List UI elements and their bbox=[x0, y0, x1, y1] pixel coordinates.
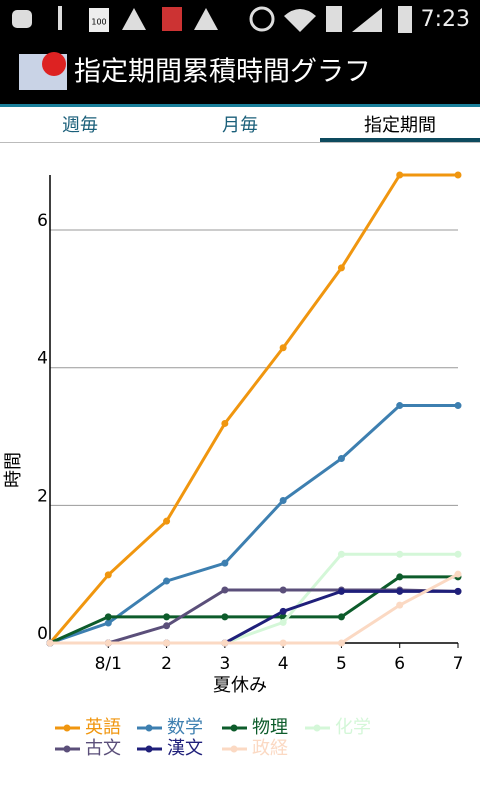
battery-icon bbox=[398, 6, 412, 33]
series-line bbox=[48, 173, 458, 644]
app-title: 指定期間累積時間グラフ bbox=[74, 57, 371, 88]
battery-small bbox=[89, 8, 109, 32]
tab-selected[interactable]: 指定期間 bbox=[364, 115, 436, 136]
legend-label: 数学 bbox=[167, 717, 203, 738]
x-tick-label: 8/1 bbox=[95, 654, 122, 674]
data-point bbox=[454, 402, 462, 410]
legend-label: 漢文 bbox=[167, 738, 203, 759]
data-point bbox=[163, 622, 171, 630]
x-tick-label: 7 bbox=[453, 654, 464, 674]
data-point bbox=[396, 587, 404, 595]
android-icon bbox=[12, 10, 32, 28]
alarm-icon bbox=[249, 6, 275, 32]
x-tick-label: 6 bbox=[394, 654, 405, 674]
data-point bbox=[104, 639, 112, 647]
legend-label: 英語 bbox=[85, 717, 121, 738]
data-point bbox=[163, 517, 171, 525]
tab-divider bbox=[0, 142, 480, 143]
data-point bbox=[454, 171, 462, 179]
data-point bbox=[279, 618, 287, 626]
legend-dot bbox=[63, 724, 71, 732]
data-point bbox=[46, 639, 54, 647]
legend-label: 化学 bbox=[335, 717, 371, 738]
data-point bbox=[221, 559, 229, 567]
data-point bbox=[454, 550, 462, 558]
data-point bbox=[337, 613, 345, 621]
status-icons bbox=[12, 6, 412, 33]
sim-icon bbox=[326, 6, 342, 32]
legend-dot bbox=[313, 724, 321, 732]
battery-level: 100 bbox=[91, 18, 106, 27]
x-tick-label: 3 bbox=[219, 654, 230, 674]
usb-icon bbox=[58, 6, 62, 30]
y-tick-label: 2 bbox=[37, 486, 48, 506]
data-point bbox=[337, 587, 345, 595]
data-point bbox=[337, 455, 345, 463]
series-line bbox=[49, 575, 458, 645]
data-point bbox=[337, 264, 345, 272]
app-bar-line bbox=[0, 104, 480, 107]
data-point bbox=[396, 402, 404, 410]
wifi-icon bbox=[284, 9, 316, 32]
x-tick-label: 5 bbox=[336, 654, 347, 674]
y-tick-label: 6 bbox=[37, 211, 48, 231]
data-point bbox=[279, 586, 287, 594]
warning-icon bbox=[194, 8, 218, 30]
data-point bbox=[221, 419, 229, 427]
legend-dot bbox=[145, 724, 153, 732]
data-point bbox=[396, 171, 404, 179]
data-point bbox=[279, 497, 287, 505]
data-point bbox=[454, 587, 462, 595]
tab[interactable]: 月毎 bbox=[222, 115, 258, 136]
tab-indicator bbox=[320, 138, 480, 143]
warning-icon bbox=[122, 8, 146, 30]
y-axis-label: 時間 bbox=[3, 452, 24, 488]
x-tick-label: 4 bbox=[278, 654, 289, 674]
legend-dot bbox=[230, 724, 238, 732]
y-tick-label: 0 bbox=[37, 624, 48, 644]
legend-label: 政経 bbox=[252, 738, 288, 759]
data-point bbox=[454, 570, 462, 578]
security-icon bbox=[162, 7, 182, 31]
app-icon-clock bbox=[42, 52, 66, 76]
y-tick-label: 4 bbox=[37, 349, 48, 369]
clock: 7:23 bbox=[421, 7, 470, 32]
data-point bbox=[279, 607, 287, 615]
data-point bbox=[221, 639, 229, 647]
legend-dot bbox=[145, 745, 153, 753]
x-tick-label: 2 bbox=[161, 654, 172, 674]
data-point bbox=[221, 613, 229, 621]
data-point bbox=[163, 613, 171, 621]
data-point bbox=[104, 619, 112, 627]
data-point bbox=[396, 550, 404, 558]
data-point bbox=[163, 639, 171, 647]
data-point bbox=[279, 344, 287, 352]
legend-label: 古文 bbox=[85, 738, 121, 759]
data-point bbox=[396, 573, 404, 581]
data-point bbox=[104, 571, 112, 579]
data-point bbox=[104, 613, 112, 621]
data-point bbox=[221, 586, 229, 594]
data-point bbox=[163, 577, 171, 585]
data-point bbox=[396, 601, 404, 609]
data-point bbox=[337, 550, 345, 558]
data-point bbox=[279, 639, 287, 647]
tab[interactable]: 週毎 bbox=[62, 115, 98, 136]
data-point bbox=[337, 639, 345, 647]
legend-dot bbox=[230, 745, 238, 753]
legend-label: 物理 bbox=[252, 717, 288, 738]
x-axis-label: 夏休み bbox=[213, 675, 267, 696]
signal-icon bbox=[352, 8, 382, 32]
series-line bbox=[50, 572, 459, 645]
legend-dot bbox=[63, 745, 71, 753]
series-line bbox=[50, 552, 458, 645]
